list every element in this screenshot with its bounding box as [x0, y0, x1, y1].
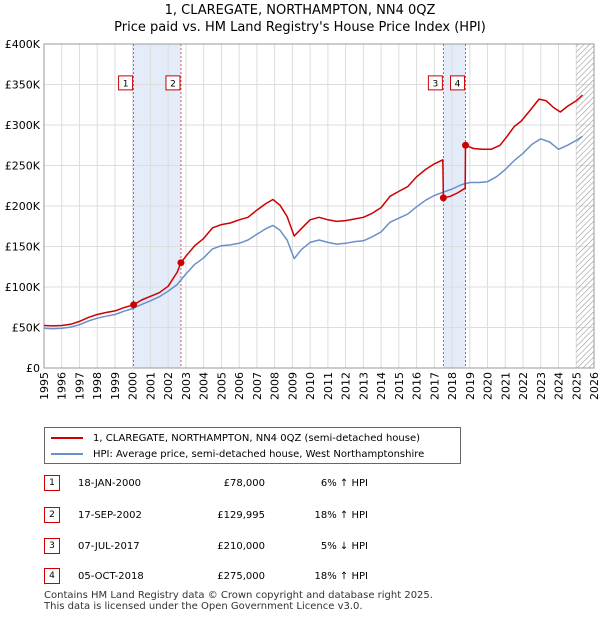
chart-title: 1, CLAREGATE, NORTHAMPTON, NN4 0QZ	[164, 3, 436, 18]
x-tick-label: 2018	[446, 372, 459, 400]
transaction-price: £210,000	[217, 541, 265, 552]
legend-item-property: 1, CLAREGATE, NORTHAMPTON, NN4 0QZ (semi…	[51, 431, 420, 445]
table-row: 1 18-JAN-2000 £78,000 6% ↑ HPI	[0, 475, 600, 495]
sale-label-number: 3	[433, 79, 439, 89]
sale-label-box	[450, 75, 466, 91]
sale-point	[439, 194, 447, 202]
x-tick-label: 1997	[73, 372, 86, 400]
x-tick-label: 2011	[322, 372, 335, 400]
x-tick-label: 2017	[428, 372, 441, 400]
sale-label-box	[165, 75, 181, 91]
y-tick-label: £400K	[5, 38, 41, 51]
table-row: 2 17-SEP-2002 £129,995 18% ↑ HPI	[0, 507, 600, 527]
x-tick-label: 2024	[553, 372, 566, 400]
sale-label-box	[427, 75, 443, 91]
legend-swatch-blue	[51, 453, 83, 455]
legend-item-hpi: HPI: Average price, semi-detached house,…	[51, 447, 424, 461]
plot-border	[43, 43, 595, 369]
x-tick-label: 2016	[411, 372, 424, 400]
transaction-hpi: 6% ↑ HPI	[320, 478, 368, 489]
x-tick-label: 2013	[357, 372, 370, 400]
x-tick-label: 2004	[198, 372, 211, 400]
legend-swatch-red	[51, 437, 83, 439]
x-tick-label: 2006	[233, 372, 246, 400]
chart-subtitle: Price paid vs. HM Land Registry's House …	[114, 20, 486, 35]
sale-label-number: 4	[455, 79, 461, 89]
transaction-number: 1	[44, 475, 60, 491]
transaction-price: £78,000	[223, 478, 265, 489]
x-tick-label: 2021	[499, 372, 512, 400]
sale-point	[130, 301, 138, 309]
legend-label-property: 1, CLAREGATE, NORTHAMPTON, NN4 0QZ (semi…	[93, 432, 421, 444]
x-tick-label: 1999	[109, 372, 122, 400]
transaction-number: 2	[44, 507, 60, 523]
y-tick-label: £300K	[5, 119, 41, 132]
x-tick-label: 2014	[375, 372, 388, 400]
y-tick-label: £350K	[5, 79, 41, 92]
transaction-date: 05-OCT-2018	[78, 571, 144, 582]
x-tick-label: 2001	[144, 372, 157, 400]
footer-license: This data is licensed under the Open Gov…	[44, 601, 363, 612]
y-tick-label: £150K	[5, 241, 41, 254]
y-tick-label: £0	[26, 362, 40, 375]
x-tick-label: 2000	[127, 372, 140, 400]
table-row: 4 05-OCT-2018 £275,000 18% ↑ HPI	[0, 568, 600, 588]
transaction-date: 17-SEP-2002	[78, 510, 142, 521]
transaction-hpi: 5% ↓ HPI	[320, 541, 368, 552]
x-tick-label: 2009	[286, 372, 299, 400]
sale-point	[462, 141, 470, 149]
sale-point	[177, 259, 185, 267]
x-tick-label: 2025	[570, 372, 583, 400]
sale-label-number: 2	[170, 79, 176, 89]
y-tick-label: £250K	[5, 160, 41, 173]
y-tick-label: £200K	[5, 200, 41, 213]
transaction-hpi: 18% ↑ HPI	[314, 571, 368, 582]
x-tick-label: 2019	[464, 372, 477, 400]
x-tick-label: 2008	[269, 372, 282, 400]
transaction-price: £275,000	[217, 571, 265, 582]
series-line-property	[43, 94, 584, 327]
x-tick-label: 2005	[215, 372, 228, 400]
x-tick-label: 2022	[517, 372, 530, 400]
table-row: 3 07-JUL-2017 £210,000 5% ↓ HPI	[0, 538, 600, 558]
x-tick-label: 2020	[482, 372, 495, 400]
sale-label-number: 1	[123, 79, 129, 89]
footer-copyright: Contains HM Land Registry data © Crown c…	[44, 590, 433, 601]
x-tick-label: 2007	[251, 372, 264, 400]
transaction-price: £129,995	[217, 510, 265, 521]
transaction-number: 3	[44, 538, 60, 554]
x-tick-label: 2023	[535, 372, 548, 400]
transaction-date: 18-JAN-2000	[78, 478, 142, 489]
sale-label-box	[118, 75, 134, 91]
x-tick-label: 2015	[393, 372, 406, 400]
y-tick-label: £100K	[5, 281, 41, 294]
x-tick-label: 1996	[56, 372, 69, 400]
transaction-date: 07-JUL-2017	[78, 541, 140, 552]
price-chart: 1 2 3 4 £0 £50K £100K £150K £200K £250K £300K £350K…	[5, 38, 600, 400]
x-tick-label: 2012	[340, 372, 353, 400]
x-tick-label: 2026	[588, 372, 600, 400]
footer: Contains HM Land Registry data © Crown c…	[44, 590, 433, 612]
transaction-hpi: 18% ↑ HPI	[314, 510, 368, 521]
x-tick-label: 2003	[180, 372, 193, 400]
x-tick-label: 1995	[38, 372, 51, 400]
x-tick-label: 1998	[91, 372, 104, 400]
future-hatch	[576, 44, 594, 368]
legend-label-hpi: HPI: Average price, semi-detached house,…	[93, 448, 425, 460]
x-tick-label: 2002	[162, 372, 175, 400]
chart-legend: 1, CLAREGATE, NORTHAMPTON, NN4 0QZ (semi…	[44, 427, 461, 464]
y-tick-label: £50K	[12, 322, 41, 335]
x-tick-label: 2010	[304, 372, 317, 400]
transaction-number: 4	[44, 568, 60, 584]
